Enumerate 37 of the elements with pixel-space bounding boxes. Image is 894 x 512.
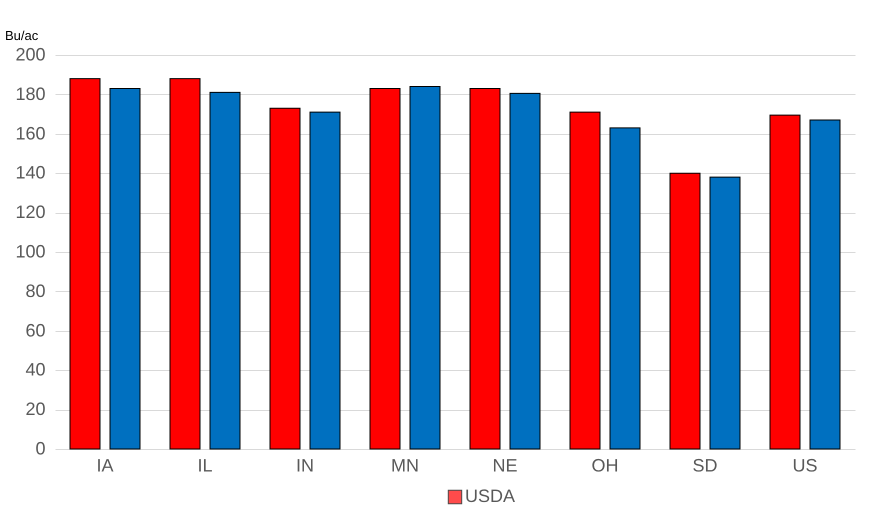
y-tick-label: 0 [35,438,46,458]
x-tick-label: IL [197,456,213,476]
x-tick-label: SD [692,456,718,476]
bar [110,88,140,450]
bar [410,86,440,450]
bar [470,88,500,450]
bar [70,78,100,450]
y-tick-label: 80 [25,280,46,301]
y-tick-label: 200 [15,44,46,64]
y-tick-label: 40 [25,360,46,380]
y-tick-label: 140 [15,162,46,183]
x-tick-label: OH [592,456,618,476]
bar [570,112,600,450]
bar [810,120,840,450]
bar [670,172,700,450]
x-tick-label: NE [492,456,518,476]
x-tick-label: IN [296,456,314,476]
y-tick-label: 120 [15,202,46,222]
x-tick-label: MN [391,456,419,476]
y-tick-label: 100 [15,242,46,262]
bar [370,88,400,450]
y-tick-label: 180 [15,84,46,104]
bar [510,92,540,450]
y-axis-title: Bu/ac [5,28,39,43]
bar [770,114,800,450]
y-tick-label: 60 [25,320,46,340]
bar [170,78,200,450]
bar [270,108,300,450]
y-tick-label: 160 [15,123,46,144]
bar [210,92,240,450]
x-tick-label: IA [96,456,114,476]
y-tick-label: 20 [25,399,46,420]
bar [610,127,640,450]
bar [310,112,340,450]
x-tick-label: US [792,456,818,476]
legend-label: USDA [464,486,516,506]
bar [710,176,740,450]
